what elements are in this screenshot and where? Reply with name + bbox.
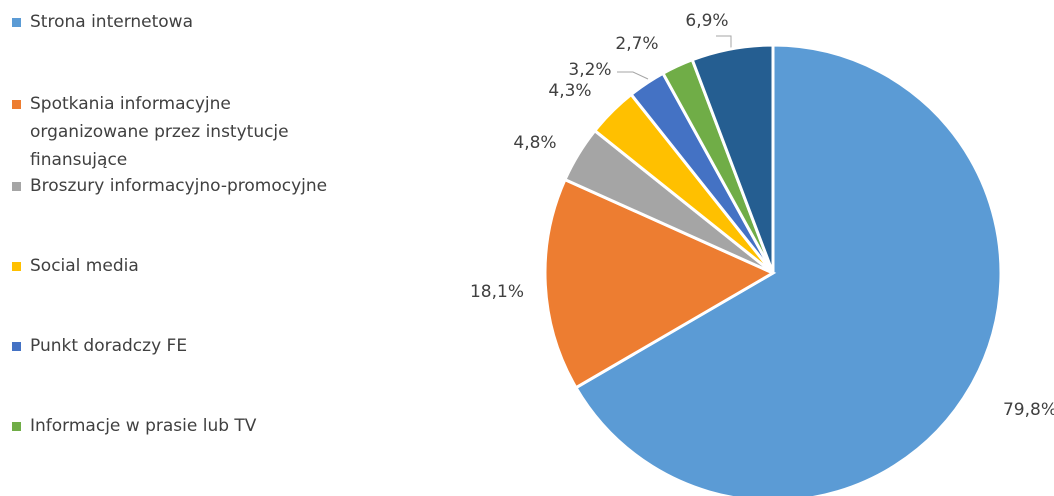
legend-swatch: [12, 18, 21, 27]
data-label: 6,9%: [685, 11, 728, 31]
legend-label: Informacje w prasie lub TV: [30, 416, 257, 436]
legend-label: Strona internetowa: [30, 12, 194, 32]
data-label: 2,7%: [615, 34, 658, 54]
legend-item: Broszury informacyjno-promocyjne: [12, 172, 342, 201]
legend-item: Social media: [12, 252, 342, 281]
legend-item: Spotkania informacyjne organizowane prze…: [12, 90, 342, 174]
legend-swatch: [12, 262, 21, 271]
pie-slice: [573, 43, 1003, 496]
legend-label: Spotkania informacyjne organizowane prze…: [30, 94, 289, 170]
data-label: 3,2%: [568, 60, 611, 80]
data-label: 18,1%: [470, 282, 524, 302]
legend-item: Punkt doradczy FE: [12, 332, 342, 361]
data-label: 4,8%: [513, 133, 556, 153]
data-label: 4,3%: [548, 81, 591, 101]
legend-label: Punkt doradczy FE: [30, 336, 188, 356]
legend-item: Strona internetowa: [12, 8, 342, 37]
pie-slice: [690, 43, 775, 274]
leader-line: [617, 71, 649, 80]
data-label: 79,8%: [1003, 400, 1054, 420]
legend-swatch: [12, 422, 21, 431]
legend-swatch: [12, 182, 21, 191]
legend-swatch: [12, 342, 21, 351]
legend-label: Broszury informacyjno-promocyjne: [30, 176, 328, 196]
leader-line: [716, 35, 732, 49]
legend-item: Informacje w prasie lub TV: [12, 412, 342, 441]
legend-label: Social media: [30, 256, 139, 276]
legend-swatch: [12, 100, 21, 109]
pie-slice: [543, 177, 777, 390]
